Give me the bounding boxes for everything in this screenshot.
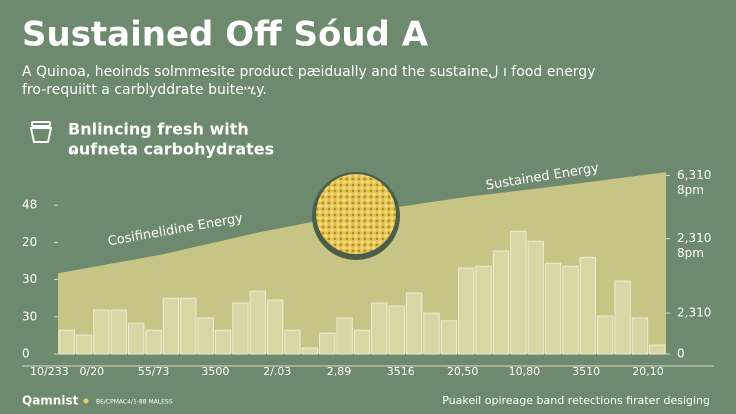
brand-dot [83,398,89,404]
footer-caption: Puakeil opireage band retections firater… [442,394,710,407]
y2-note: 8pm [677,246,704,260]
bar [319,332,336,355]
bar [93,309,110,355]
x-tick-label: 20,10 [632,365,664,378]
bar [180,297,197,355]
bar [440,320,458,355]
subtitle: fro-requiitt a carblyddrate buiteሢy. [22,82,267,98]
bar [597,315,614,355]
bar [492,250,510,355]
bar [284,329,301,355]
x-tick-label: 3510 [572,365,600,378]
subtitle: A Quinoa, heoinds solmmesite product pæi… [22,64,595,80]
x-tick-label: 3500 [201,365,229,378]
bar [197,317,214,355]
y2-tick-label: 2,310 [677,231,711,245]
bar [301,347,319,355]
y2-note: 8pm [677,183,704,197]
bar [527,240,544,355]
title: Sustained Off Sóud A [22,15,429,55]
bar [631,317,649,355]
x-tick-label: 0/20 [79,365,104,378]
bar [249,290,266,355]
y-tick-label: 30 [22,309,37,323]
y2-tick-label: 2,310 [677,306,711,320]
heading: Bnlincing fresh with [68,120,249,139]
y-tick-label: 20 [22,235,37,249]
bar [75,334,93,355]
bar [266,299,284,355]
y2-tick-label: 0 [677,347,685,361]
quinoa-image [312,172,400,260]
bar [614,280,631,355]
bar [371,302,388,355]
bar [336,317,353,355]
y-tick-label: 30 [22,272,37,286]
bar [544,262,562,355]
bar [579,256,597,355]
x-tick-label: 3516 [387,365,415,378]
bar [214,329,232,355]
bar [58,329,75,355]
bar [475,265,492,355]
y-tick-label: 48 [22,198,37,212]
heading: ɷufneta carbohydrates [68,140,274,159]
brand: Qamnist [22,394,79,408]
x-tick-label: 10,80 [509,365,541,378]
bar [423,312,440,355]
x-tick-label: 10/233 [30,365,69,378]
bar [405,292,423,355]
bar [353,329,371,355]
y-tick-label: 0 [22,347,30,361]
x-tick-label: 55/73 [138,365,170,378]
bar [110,309,127,355]
bar [127,322,145,355]
bar [388,305,405,355]
bar [162,297,180,355]
x-tick-label: 20,50 [447,365,479,378]
footer-code: BE/CPMAC4/1-88 MALESS [96,399,173,406]
bar [458,267,475,355]
y2-tick-label: 6,310 [677,168,711,182]
bar [145,329,162,355]
bowl-icon [29,121,53,143]
bar [232,302,249,355]
x-tick-label: 2/.03 [263,365,291,378]
x-tick-label: 2,89 [327,365,352,378]
bar [649,344,666,355]
bar [562,265,579,355]
bar [510,230,527,355]
